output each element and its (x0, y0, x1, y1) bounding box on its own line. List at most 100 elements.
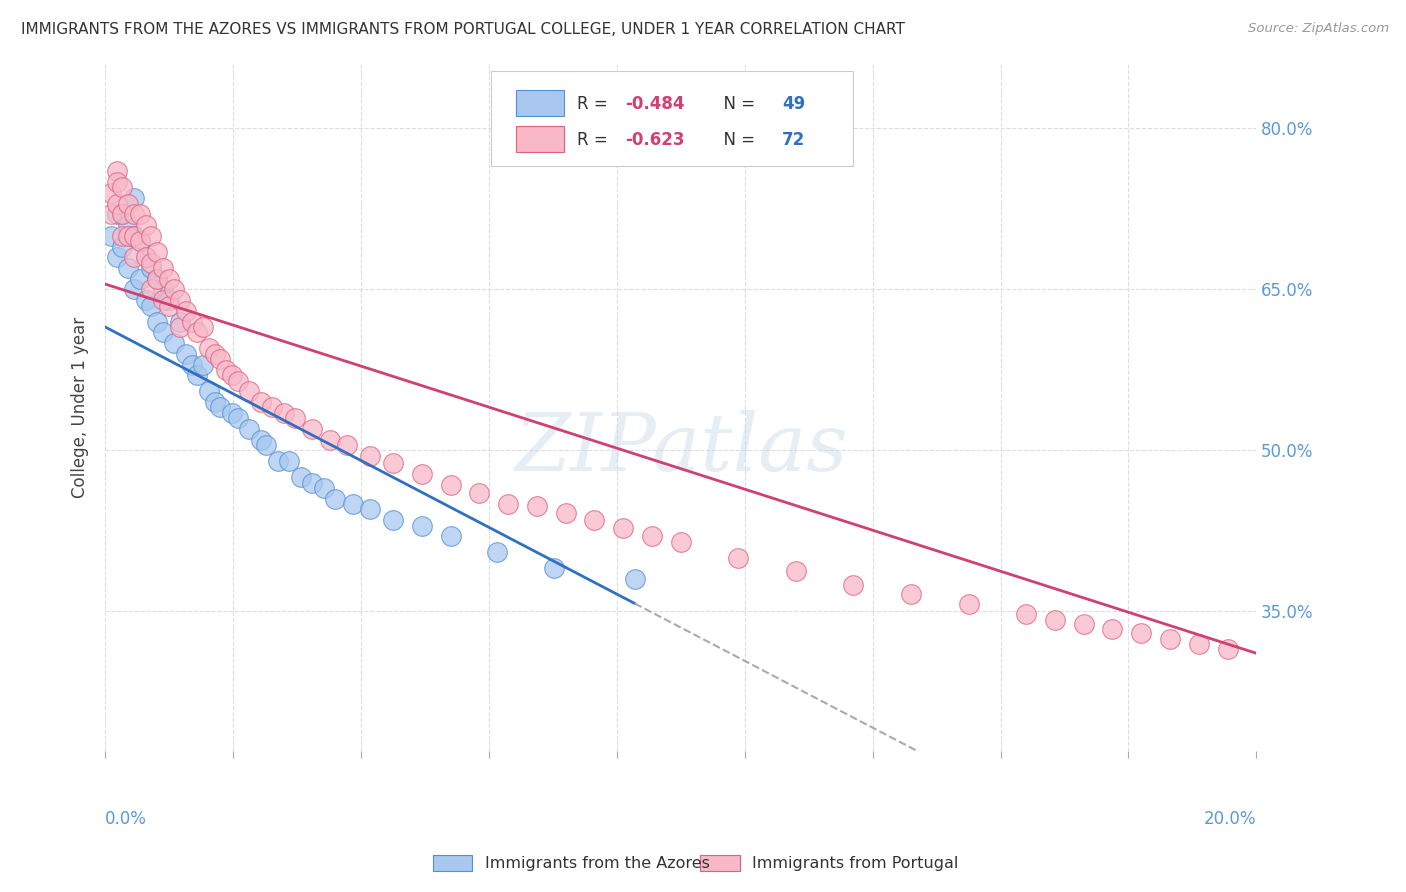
Point (485, 545, 508, 559)
Text: Source: ZipAtlas.com: Source: ZipAtlas.com (1249, 22, 1389, 36)
Point (468, 486, 491, 500)
Point (727, 550, 749, 565)
Point (359, 502, 381, 516)
Point (105, 196, 128, 211)
Point (1015, 607, 1038, 621)
Point (301, 422, 323, 436)
Point (641, 529, 664, 543)
Point (284, 411, 307, 425)
Point (122, 282, 145, 296)
Point (198, 342, 221, 356)
Point (134, 218, 156, 232)
Point (100, 228, 122, 243)
Point (111, 239, 134, 253)
Point (221, 406, 243, 420)
Point (226, 374, 249, 388)
Point (141, 255, 163, 269)
Point (141, 282, 163, 296)
Point (1130, 625, 1153, 640)
Point (254, 438, 277, 452)
Point (100, 186, 122, 200)
Text: Immigrants from Portugal: Immigrants from Portugal (752, 856, 959, 871)
Point (301, 475, 323, 490)
Y-axis label: College, Under 1 year: College, Under 1 year (72, 317, 89, 498)
Point (169, 293, 191, 308)
Point (122, 207, 145, 221)
Point (382, 456, 405, 470)
Point (342, 497, 364, 511)
Point (583, 513, 606, 527)
Point (957, 597, 980, 611)
Point (117, 196, 139, 211)
Point (318, 433, 340, 447)
Point (105, 164, 128, 178)
Bar (516, 90, 564, 116)
Point (128, 207, 150, 221)
Point (411, 518, 433, 533)
Point (117, 218, 139, 232)
Point (238, 384, 260, 399)
Bar (700, 855, 740, 871)
Point (141, 299, 163, 313)
Point (278, 454, 301, 468)
Point (191, 358, 214, 372)
Text: -0.484: -0.484 (626, 95, 685, 113)
Point (174, 304, 197, 318)
Point (186, 326, 208, 340)
Point (122, 191, 145, 205)
Point (612, 521, 634, 535)
Point (111, 207, 134, 221)
Text: -0.623: -0.623 (626, 130, 685, 149)
Point (1159, 632, 1181, 647)
Point (785, 564, 807, 578)
Point (134, 250, 156, 264)
Point (262, 401, 284, 415)
Point (267, 454, 290, 468)
Point (128, 234, 150, 248)
Point (152, 282, 174, 296)
Point (215, 363, 238, 377)
Text: R =: R = (576, 95, 613, 113)
Point (117, 228, 139, 243)
Point (163, 336, 186, 351)
Point (439, 529, 461, 543)
Point (198, 384, 221, 399)
Point (273, 406, 295, 420)
Point (157, 271, 180, 285)
Point (1101, 622, 1123, 636)
Point (105, 207, 128, 221)
Point (152, 260, 174, 275)
Point (180, 358, 202, 372)
Point (209, 352, 232, 367)
Text: ZIPatlas: ZIPatlas (515, 410, 848, 487)
Point (100, 207, 122, 221)
Point (146, 315, 169, 329)
Point (526, 500, 548, 514)
Point (111, 228, 134, 243)
Point (128, 234, 150, 248)
Point (1043, 613, 1066, 627)
Point (146, 271, 169, 285)
Point (191, 320, 214, 334)
Point (152, 293, 174, 308)
Point (543, 561, 565, 575)
Point (111, 180, 134, 194)
Point (169, 315, 191, 329)
Point (554, 506, 576, 520)
Point (1216, 642, 1239, 657)
Text: 72: 72 (782, 130, 806, 149)
Point (122, 228, 145, 243)
Text: N =: N = (713, 130, 761, 149)
Point (117, 260, 139, 275)
Text: 20.0%: 20.0% (1204, 810, 1257, 828)
Point (141, 228, 163, 243)
Point (411, 467, 433, 481)
Point (157, 299, 180, 313)
Text: IMMIGRANTS FROM THE AZORES VS IMMIGRANTS FROM PORTUGAL COLLEGE, UNDER 1 YEAR COR: IMMIGRANTS FROM THE AZORES VS IMMIGRANTS… (21, 22, 905, 37)
Point (141, 260, 163, 275)
Text: N =: N = (713, 95, 761, 113)
Point (221, 368, 243, 383)
Point (226, 411, 249, 425)
Point (623, 572, 645, 586)
Point (249, 395, 271, 409)
